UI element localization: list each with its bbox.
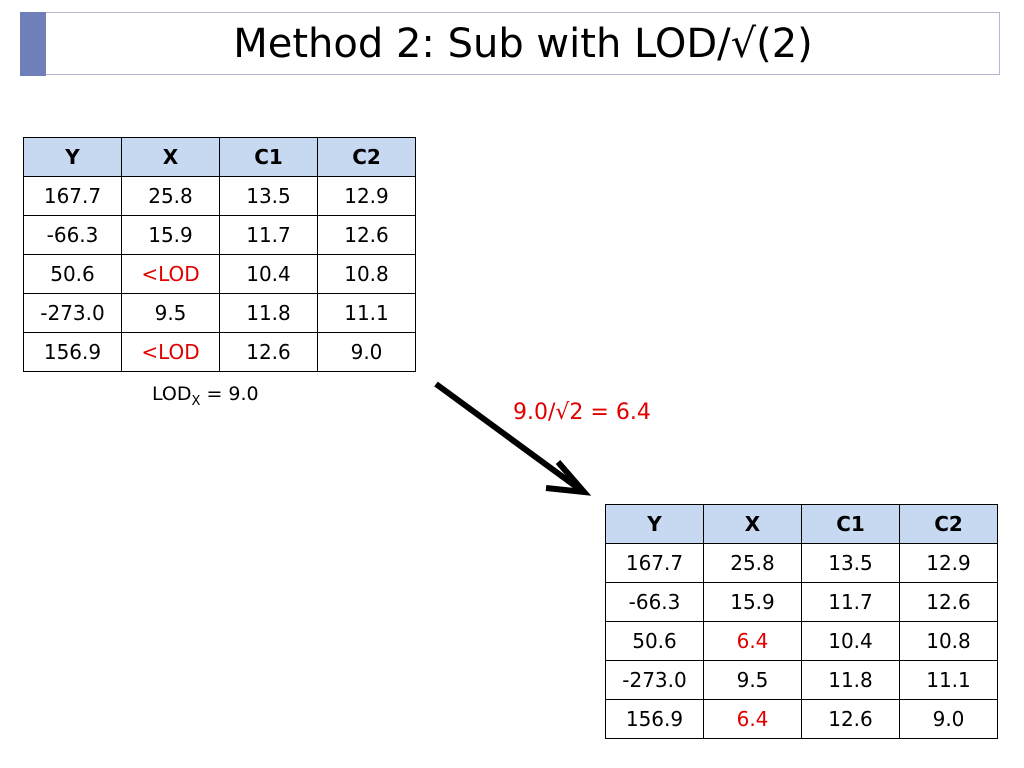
header-cell: X [121,137,220,177]
row: 156.9 <LOD 12.6 9.0 [23,332,416,372]
cell: 6.4 [703,699,802,739]
row: -66.3 15.9 11.7 12.6 [605,582,998,622]
cell: 167.7 [605,543,704,583]
row: 50.6 6.4 10.4 10.8 [605,621,998,661]
cell: -273.0 [23,293,122,333]
cell: 12.9 [899,543,998,583]
row: 156.9 6.4 12.6 9.0 [605,699,998,739]
annotation: 9.0/√2 = 6.4 [513,400,651,425]
cell: -66.3 [605,582,704,622]
header-cell: C1 [801,504,900,544]
title-accent [20,12,46,76]
row: -273.0 9.5 11.8 11.1 [605,660,998,700]
arrow-shaft [434,381,580,491]
row: 167.7 25.8 13.5 12.9 [605,543,998,583]
cell: 156.9 [605,699,704,739]
cell: 156.9 [23,332,122,372]
cell: 11.1 [317,293,416,333]
row: 50.6 <LOD 10.4 10.8 [23,254,416,294]
cell: 50.6 [23,254,122,294]
header-row: Y X C1 C2 [23,137,416,177]
cell: 25.8 [121,176,220,216]
cell: 11.1 [899,660,998,700]
cell: 11.8 [219,293,318,333]
cell: 10.8 [317,254,416,294]
table-after: Y X C1 C2 167.7 25.8 13.5 12.9 -66.3 15.9 11.7 12.6… [605,504,998,739]
cell: -66.3 [23,215,122,255]
header-cell: X [703,504,802,544]
cell: 13.5 [801,543,900,583]
lod-rest: = 9.0 [200,383,259,405]
lod-note: LODX = 9.0 [152,383,259,409]
cell: 9.0 [899,699,998,739]
cell: 15.9 [703,582,802,622]
cell: 12.9 [317,176,416,216]
header-cell: C2 [317,137,416,177]
title: Method 2: Sub with LOD/√(2) [233,21,813,67]
cell: 12.6 [219,332,318,372]
cell: -273.0 [605,660,704,700]
header-cell: Y [605,504,704,544]
table-before: Y X C1 C2 167.7 25.8 13.5 12.9 -66.3 15.9 11.7 12.6… [23,137,416,372]
cell: 50.6 [605,621,704,661]
header-cell: C2 [899,504,998,544]
cell: 10.8 [899,621,998,661]
cell: 10.4 [801,621,900,661]
cell: 12.6 [899,582,998,622]
cell: <LOD [121,332,220,372]
header-row: Y X C1 C2 [605,504,998,544]
cell: 6.4 [703,621,802,661]
lod-base: LOD [152,383,192,405]
cell: 11.8 [801,660,900,700]
cell: <LOD [121,254,220,294]
cell: 10.4 [219,254,318,294]
lod-subscript: X [191,393,201,409]
cell: 12.6 [801,699,900,739]
cell: 9.0 [317,332,416,372]
cell: 11.7 [801,582,900,622]
cell: 9.5 [703,660,802,700]
cell: 25.8 [703,543,802,583]
cell: 11.7 [219,215,318,255]
arrow-head [545,460,592,496]
